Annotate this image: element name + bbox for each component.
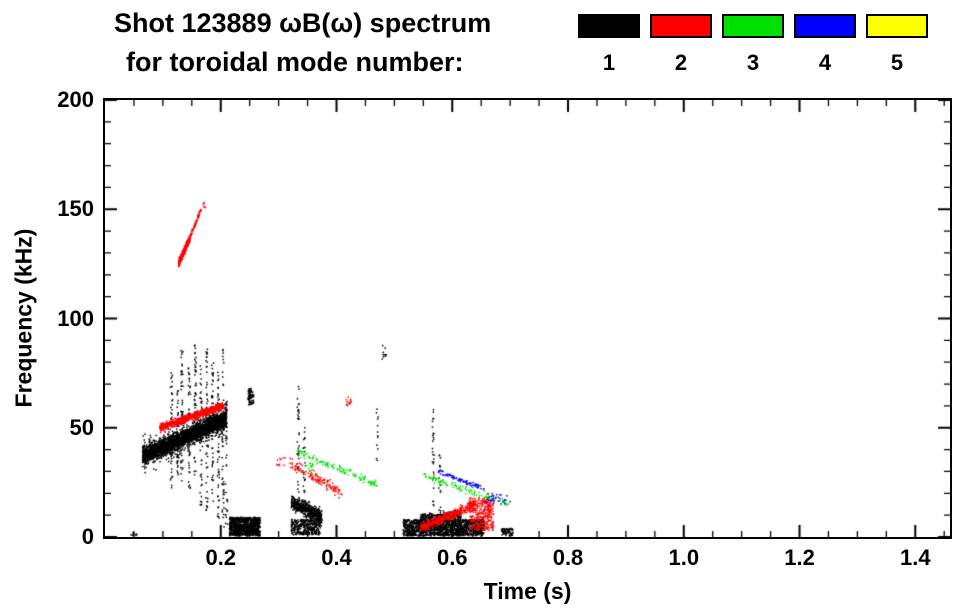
legend-label-mode-4: 4: [818, 50, 832, 75]
y-tick-label: 150: [57, 196, 94, 222]
y-tick-label: 0: [81, 524, 94, 549]
legend-item-mode-4: 4: [794, 14, 856, 76]
plot-area: [103, 98, 952, 539]
plot-title-line1: Shot 123889 ωB(ω) spectrum: [114, 8, 492, 38]
legend-item-mode-2: 2: [650, 14, 712, 76]
legend-label-mode-3: 3: [746, 50, 760, 75]
y-tick-label: 100: [57, 305, 94, 331]
x-tick-label: 1.4: [899, 545, 931, 570]
legend-swatch-mode-3: [722, 14, 784, 38]
y-tick-label: 200: [57, 87, 94, 112]
legend-item-mode-3: 3: [722, 14, 784, 76]
x-tick-label: 0.6: [436, 545, 468, 570]
x-tick-label: 0.4: [321, 545, 352, 570]
legend-swatch-mode-5: [866, 14, 928, 38]
spectrogram-canvas: [105, 100, 950, 537]
x-tick-label: 0.8: [552, 545, 584, 570]
legend-swatch-mode-1: [578, 14, 640, 38]
legend-swatch-mode-2: [650, 14, 712, 38]
legend-swatch-mode-4: [794, 14, 856, 38]
legend-item-mode-1: 1: [578, 14, 640, 76]
plot-title-line2: for toroidal mode number:: [126, 47, 464, 77]
legend-label-mode-5: 5: [890, 50, 904, 75]
x-tick-label: 1.0: [668, 545, 700, 570]
y-tick-label: 50: [69, 414, 94, 440]
legend: 1 2 3 4 5: [578, 14, 928, 76]
legend-label-mode-1: 1: [602, 50, 616, 75]
legend-item-mode-5: 5: [866, 14, 928, 76]
x-tick-label: 1.2: [784, 545, 815, 570]
x-tick-label: 0.2: [205, 545, 237, 570]
legend-label-mode-2: 2: [674, 50, 688, 75]
x-axis-title: Time (s): [483, 578, 572, 604]
